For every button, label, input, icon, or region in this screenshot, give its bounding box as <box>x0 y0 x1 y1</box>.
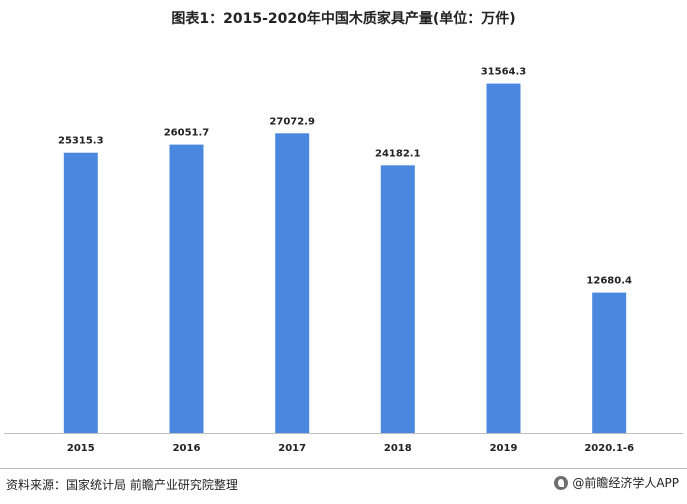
value-label-2016: 26051.7 <box>164 128 210 139</box>
value-label-2015: 25315.3 <box>58 136 104 147</box>
source-note: 资料来源：国家统计局 前瞻产业研究院整理 <box>6 478 238 492</box>
value-label-2020.1-6: 12680.4 <box>586 276 632 287</box>
bar-2015 <box>63 152 98 433</box>
bars-layer <box>63 83 627 434</box>
x-tick-labels-layer: 2015 2016 2017 2018 2019 2020.1-6 <box>67 443 634 454</box>
brand-label: @前瞻经济学人APP <box>572 476 679 490</box>
value-labels-layer: 25315.3 26051.7 27072.9 24182.1 31564.3 12680… <box>58 67 632 287</box>
value-label-2019: 31564.3 <box>481 67 527 78</box>
x-tick-label-2016: 2016 <box>173 443 201 454</box>
footer-divider <box>0 468 687 469</box>
x-tick-label-2020.1-6: 2020.1-6 <box>584 443 634 454</box>
x-tick-label-2018: 2018 <box>384 443 412 454</box>
bar-2020.1-6 <box>592 292 627 433</box>
x-tick-label-2015: 2015 <box>67 443 95 454</box>
chart-title: 图表1：2015-2020年中国木质家具产量(单位：万件) <box>171 11 516 27</box>
bar-2017 <box>275 133 310 434</box>
value-label-2018: 24182.1 <box>375 148 421 159</box>
bar-2016 <box>169 144 204 433</box>
x-tick-label-2017: 2017 <box>278 443 306 454</box>
x-tick-label-2019: 2019 <box>490 443 518 454</box>
bar-2018 <box>380 165 415 434</box>
brand-logo-icon <box>554 475 569 490</box>
value-label-2017: 27072.9 <box>269 116 315 127</box>
brand-mark: @前瞻经济学人APP <box>554 474 679 491</box>
bar-2019 <box>486 83 521 433</box>
